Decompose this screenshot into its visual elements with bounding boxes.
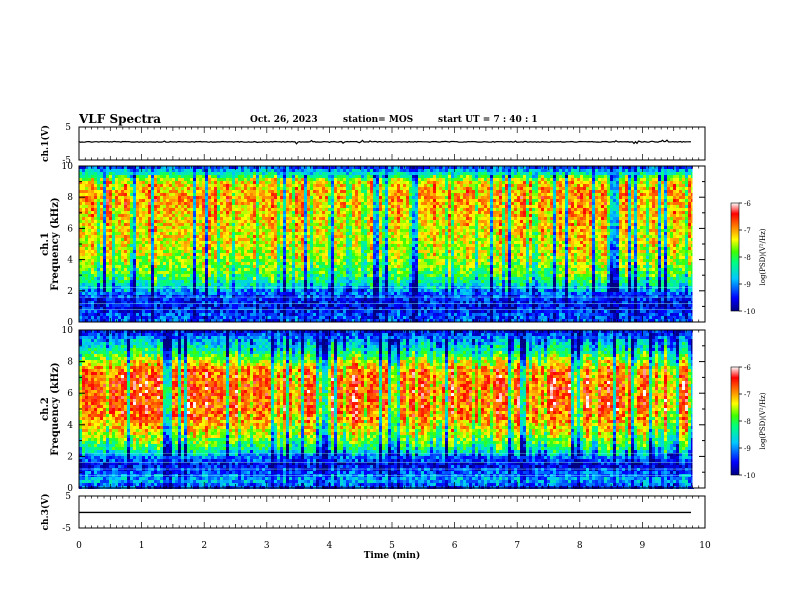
colorbar-label: log(PSD)(V²/Hz) bbox=[759, 228, 767, 285]
y-axis-label-line2: Frequency (kHz) bbox=[50, 197, 61, 290]
y-axis-label-line2: Frequency (kHz) bbox=[50, 362, 61, 455]
y-tick-label: 6 bbox=[67, 224, 73, 234]
x-tick-label: 2 bbox=[201, 541, 207, 551]
station-label: station= MOS bbox=[343, 115, 413, 125]
colorbar-tick-label: -7 bbox=[744, 227, 751, 235]
y-tick-label: 10 bbox=[62, 326, 74, 336]
x-tick-label: 7 bbox=[514, 541, 520, 551]
colorbar-tick-label: -6 bbox=[744, 200, 751, 208]
y-tick-label: 0 bbox=[67, 318, 73, 328]
x-tick-label: 3 bbox=[264, 541, 270, 551]
x-tick-label: 4 bbox=[327, 541, 333, 551]
x-tick-label: 6 bbox=[452, 541, 458, 551]
y-tick-label: 4 bbox=[67, 256, 73, 266]
y-tick-label: 2 bbox=[67, 287, 73, 297]
y-tick-label: 0 bbox=[67, 484, 73, 494]
x-tick-label: 10 bbox=[699, 541, 711, 551]
colorbar-ch1-spectrogram bbox=[730, 202, 740, 312]
colorbar-label: log(PSD)(V²/Hz) bbox=[759, 392, 767, 449]
date-label: Oct. 26, 2023 bbox=[250, 115, 318, 125]
x-tick-label: 5 bbox=[389, 541, 395, 551]
y-tick-label: 8 bbox=[67, 358, 73, 368]
y-axis-label: ch.1 bbox=[40, 232, 51, 256]
x-tick-label: 9 bbox=[640, 541, 646, 551]
colorbar-ch2-spectrogram bbox=[730, 366, 740, 476]
start-ut-label: start UT = 7 : 40 : 1 bbox=[438, 115, 538, 125]
ch1-spectrogram-image bbox=[79, 166, 705, 322]
x-tick-label: 1 bbox=[139, 541, 145, 551]
ch2-spectrogram-image bbox=[79, 330, 705, 489]
colorbar-tick-label: -7 bbox=[744, 391, 751, 399]
y-tick-label: 5 bbox=[65, 492, 71, 502]
y-tick-label: 2 bbox=[67, 452, 73, 462]
colorbar-tick-label: -9 bbox=[744, 281, 751, 289]
y-tick-label: -5 bbox=[62, 156, 71, 166]
x-tick-label: 8 bbox=[577, 541, 583, 551]
y-axis-label: ch.1(V) bbox=[40, 125, 51, 162]
y-tick-label: -5 bbox=[62, 524, 71, 534]
chart-title: VLF Spectra bbox=[79, 112, 161, 126]
colorbar-tick-label: -9 bbox=[744, 445, 751, 453]
y-tick-label: 5 bbox=[65, 123, 71, 133]
waveform-trace-ch1-waveform bbox=[78, 139, 692, 145]
colorbar-tick-label: -10 bbox=[744, 472, 755, 480]
colorbar-tick-label: -10 bbox=[744, 308, 755, 316]
y-tick-label: 4 bbox=[67, 421, 73, 431]
y-tick-label: 6 bbox=[67, 389, 73, 399]
x-tick-label: 0 bbox=[76, 541, 82, 551]
x-axis-label: Time (min) bbox=[364, 550, 421, 561]
y-tick-label: 10 bbox=[62, 162, 74, 172]
y-tick-label: 8 bbox=[67, 193, 73, 203]
colorbar-tick-label: -8 bbox=[744, 418, 751, 426]
colorbar-tick-label: -8 bbox=[744, 254, 751, 262]
y-axis-label: ch.3(V) bbox=[40, 494, 51, 531]
y-axis-label: ch.2 bbox=[40, 397, 51, 421]
colorbar-tick-label: -6 bbox=[744, 364, 751, 372]
